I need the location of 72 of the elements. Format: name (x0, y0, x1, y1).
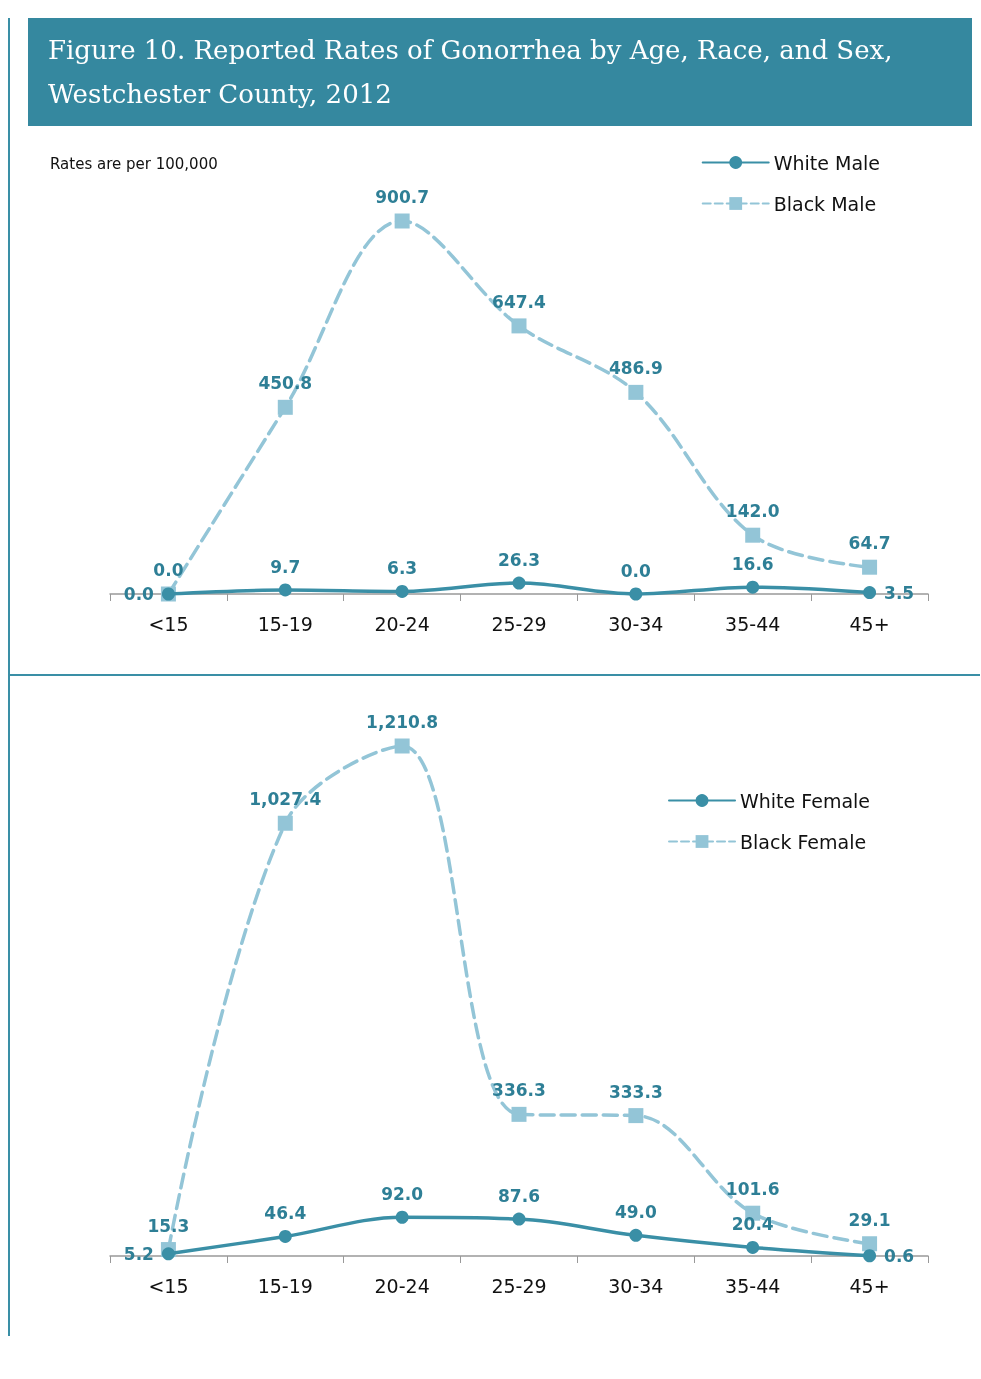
point (862, 1236, 878, 1252)
point (277, 815, 293, 831)
point (629, 587, 643, 601)
point (278, 1229, 292, 1243)
x-tick-label: 20-24 (374, 1274, 430, 1297)
x-tick-label: 35-44 (725, 612, 781, 635)
data-label: 450.8 (258, 373, 313, 394)
data-label: 64.7 (848, 533, 891, 554)
data-label: 486.9 (608, 358, 663, 379)
x-tick-label: 30-34 (608, 1274, 664, 1297)
data-label: 29.1 (848, 1209, 891, 1230)
chart-title: Figure 10. Reported Rates of Gonorrhea by Age, Race, and Sex, Westchester County, 2012 (28, 18, 972, 126)
text: Rates are per 100,000 (50, 154, 218, 173)
data-label: 1,027.4 (249, 789, 322, 810)
data-label: 16.6 (731, 554, 774, 575)
data-label: 5.2 (123, 1243, 154, 1264)
point (394, 213, 410, 229)
point (511, 1106, 527, 1122)
x-tick-label: 45+ (849, 1274, 890, 1297)
point (161, 1247, 175, 1261)
x-tick-label: 30-34 (608, 612, 664, 635)
data-label: 20.4 (731, 1214, 774, 1235)
point (277, 399, 293, 415)
data-label: 101.6 (725, 1179, 780, 1200)
data-label: 9.7 (270, 556, 301, 577)
data-label: 1,210.8 (366, 712, 439, 732)
data-label: 87.6 (498, 1186, 540, 1207)
x-tick-label: 45+ (849, 612, 890, 635)
point (629, 1228, 643, 1242)
data-label: 142.0 (725, 501, 780, 522)
point (628, 1108, 644, 1124)
point (511, 318, 527, 334)
data-label: 49.0 (614, 1202, 657, 1223)
point (628, 384, 644, 400)
point (746, 1240, 760, 1254)
legend-label: Black Male (773, 192, 877, 215)
data-label: 3.5 (884, 582, 915, 603)
data-label: 15.3 (147, 1215, 190, 1236)
legend-label: White Male (773, 151, 881, 174)
data-label: 92.0 (381, 1184, 424, 1205)
data-label: 333.3 (608, 1081, 663, 1102)
point (394, 738, 410, 754)
data-label: 647.4 (492, 291, 547, 312)
data-label: 900.7 (375, 187, 430, 207)
point (278, 583, 292, 597)
data-label: 0.6 (884, 1245, 915, 1266)
point (863, 586, 877, 600)
point (395, 584, 409, 598)
data-label: 0.0 (123, 584, 155, 604)
point (746, 580, 760, 594)
data-label: 46.4 (264, 1203, 307, 1224)
point (745, 527, 761, 543)
point (863, 1249, 877, 1263)
data-label: 0.0 (620, 561, 652, 581)
data-label: 336.3 (492, 1080, 546, 1101)
data-label: 6.3 (387, 558, 418, 579)
data-label: 0.0 (153, 560, 184, 580)
x-tick-label: <15 (148, 1274, 189, 1297)
point (862, 559, 878, 575)
x-tick-label: <15 (148, 612, 189, 635)
x-tick-label: 20-24 (374, 612, 430, 635)
legend-label: Black Female (740, 830, 867, 853)
point (395, 1210, 409, 1224)
point (512, 576, 526, 590)
x-tick-label: 25-29 (491, 612, 547, 635)
x-tick-label: 15-19 (257, 1274, 313, 1297)
data-label: 26.3 (498, 550, 540, 571)
x-tick-label: 15-19 (257, 612, 313, 635)
x-tick-label: 35-44 (725, 1274, 781, 1297)
x-tick-label: 25-29 (491, 1274, 547, 1297)
legend-label: White Female (740, 789, 871, 812)
point (512, 1212, 526, 1226)
